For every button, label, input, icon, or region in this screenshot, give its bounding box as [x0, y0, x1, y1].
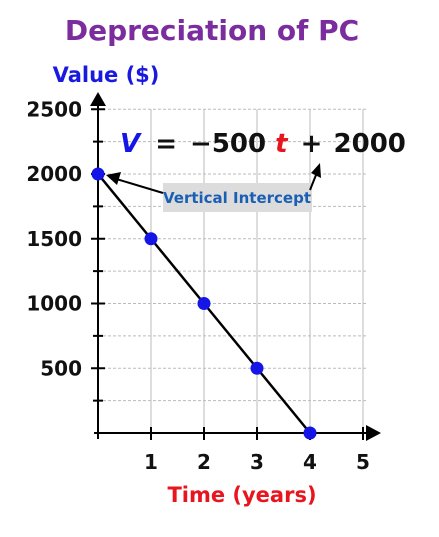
callout-arrowhead-right	[311, 163, 321, 178]
x-axis-arrowhead	[366, 425, 381, 441]
y-axis-title: Value ($)	[53, 63, 160, 87]
callout-box	[163, 183, 312, 212]
chart-title: Depreciation of PC	[65, 14, 359, 47]
y-tick-label: 2500	[26, 97, 82, 121]
x-tick-label: 2	[197, 450, 211, 474]
y-tick-label: 1500	[26, 227, 82, 251]
equation-coefficient: −500	[190, 129, 266, 159]
callout-label: Vertical Intercept	[163, 189, 311, 207]
equation-constant: 2000	[334, 129, 406, 159]
x-axis-title: Time (years)	[167, 483, 316, 507]
equation-equals: =	[155, 129, 177, 159]
data-point	[144, 232, 158, 246]
equation-v: V	[120, 129, 142, 159]
data-point	[303, 426, 317, 440]
grid	[98, 108, 368, 433]
x-tick-label: 5	[356, 450, 370, 474]
data-point	[91, 167, 105, 181]
equation-t: t	[275, 129, 289, 159]
y-tick-label: 1000	[26, 292, 82, 316]
x-tick-label: 1	[144, 450, 158, 474]
y-tick-label: 2000	[26, 162, 82, 186]
x-tick-label: 3	[250, 450, 264, 474]
callout-arrow-left	[112, 177, 164, 194]
data-points	[91, 167, 317, 440]
equation-plus: +	[301, 129, 323, 159]
equation: V = −500 t + 2000	[120, 129, 406, 159]
callout-arrowhead-left	[106, 172, 121, 185]
data-point	[250, 361, 264, 375]
y-axis-arrowhead	[90, 92, 106, 106]
x-tick-label: 4	[303, 450, 317, 474]
y-tick-label: 500	[40, 356, 82, 380]
callout: Vertical Intercept	[106, 163, 321, 212]
data-point	[197, 297, 211, 310]
ticks: 1 2 3 4 5 500 1000 1500 2000 2500	[26, 97, 370, 474]
